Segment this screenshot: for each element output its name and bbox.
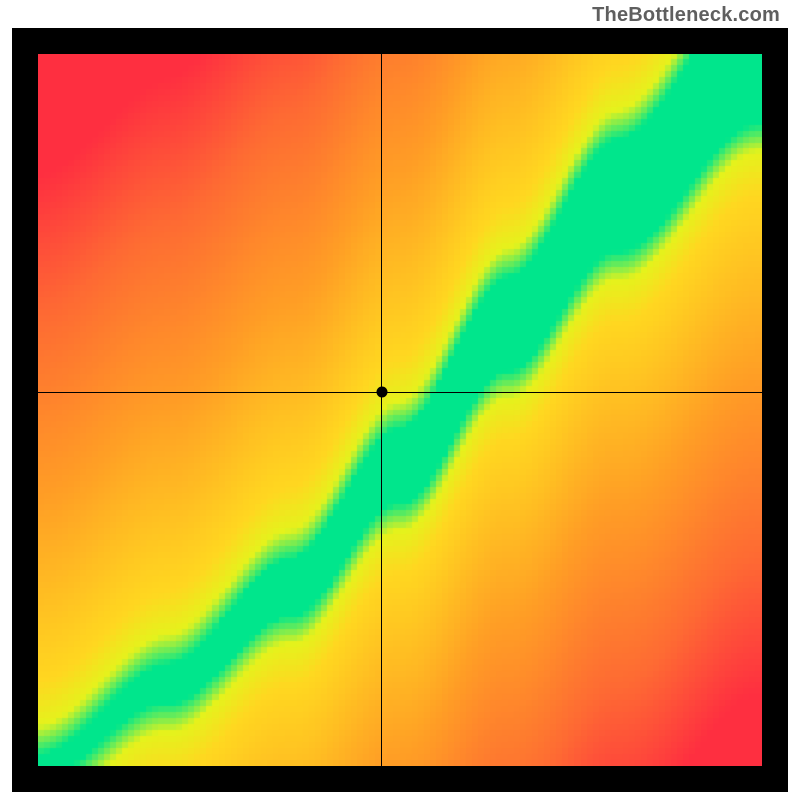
crosshair-vertical: [381, 54, 382, 766]
crosshair-horizontal: [38, 392, 762, 393]
bottleneck-marker: [376, 387, 387, 398]
chart-container: TheBottleneck.com: [0, 0, 800, 800]
watermark-text: TheBottleneck.com: [592, 4, 780, 27]
bottleneck-heatmap: [38, 54, 762, 766]
